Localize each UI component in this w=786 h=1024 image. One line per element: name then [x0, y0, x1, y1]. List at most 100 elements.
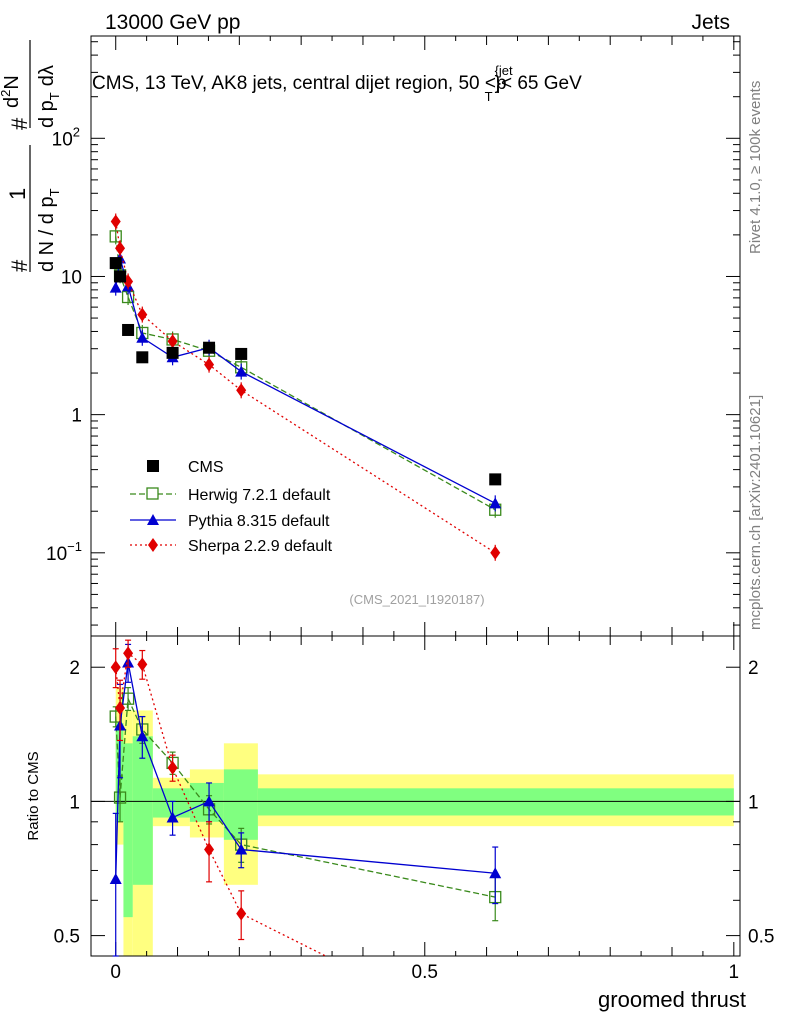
legend-sherpa-label: Sherpa 2.2.9 default [188, 538, 333, 555]
ratio-point-0-2 [121, 692, 135, 705]
band-green-1 [123, 743, 133, 918]
legend-cms-label: CMS [188, 459, 224, 476]
ylabel-den2: d pTdλ [36, 65, 62, 128]
main-point-1-3 [136, 331, 149, 343]
ratio-point-2-6 [236, 906, 247, 921]
main-ytick-label-0: 10−1 [46, 539, 82, 565]
main-line-0 [115, 236, 496, 511]
legend-cms-marker [147, 460, 159, 472]
plot-title-tail: }< 65 GeV [495, 73, 582, 94]
ylabel-den-sub: T [47, 188, 62, 196]
cms-point-6 [235, 347, 248, 360]
legend: CMS Herwig 7.2.1 default Pythia 8.315 de… [130, 459, 333, 555]
main-ytick-exp-3: 2 [73, 124, 80, 139]
ylabel-num: d2N [0, 75, 23, 108]
cms-point-4 [166, 346, 179, 359]
plot-title-sub: T [485, 89, 493, 104]
ratio-line-2 [115, 652, 328, 956]
main-ytick-exp-0: −1 [67, 539, 82, 554]
ratio-line-0 [115, 696, 496, 898]
plot-title-main: CMS, 13 TeV, AK8 jets, central dijet reg… [92, 73, 507, 94]
ratio-point-2-1 [115, 701, 126, 716]
ratio-point-1-3 [136, 730, 149, 742]
ratio-panel-frame [90, 635, 741, 957]
ratio-ytick-label-left-1: 1 [69, 792, 80, 813]
xtick-label-2: 1 [729, 962, 740, 983]
main-ytick-label-3: 102 [52, 124, 80, 150]
ratio-point-1-5 [203, 795, 216, 807]
xtick-label-0: 0 [110, 962, 121, 983]
ratio-ytick-label-right-1: 1 [748, 792, 759, 813]
cms-point-5 [203, 341, 216, 354]
legend-pythia-marker [147, 514, 159, 525]
ratio-ylabel: Ratio to CMS [25, 751, 42, 840]
ratio-line-1 [115, 662, 496, 879]
plot-title-sup: {jet [495, 63, 513, 78]
xtick-label-1: 0.5 [412, 962, 438, 983]
energy-label: 13000 GeV pp [105, 11, 240, 34]
ylabel-num-sup: 2 [0, 90, 13, 97]
main-ytick-base-3: 10 [52, 129, 73, 150]
main-point-2-7 [490, 545, 501, 560]
ylabel-one: 1 [5, 188, 30, 200]
ratio-ytick-label-right-2: 2 [748, 658, 759, 679]
cms-point-3 [136, 351, 149, 364]
ratio-point-2-5 [204, 842, 215, 857]
ratio-ytick-label-right-0: 0.5 [748, 927, 774, 948]
main-point-2-3 [137, 307, 148, 322]
ylabel-den2-tail: dλ [36, 65, 58, 86]
rivet-label: Rivet 4.1.0, ≥ 100k events [747, 81, 764, 254]
ylabel-hash1: # [7, 259, 32, 272]
main-point-1-7 [489, 497, 502, 509]
cms-point-0 [109, 257, 122, 270]
ratio-point-1-0 [109, 872, 122, 884]
ratio-point-0-1 [113, 791, 127, 804]
ratio-point-2-3 [137, 657, 148, 672]
ylabel-den2-text: d p [36, 100, 58, 128]
main-point-2-4 [167, 334, 178, 349]
legend-herwig-marker [146, 487, 159, 500]
ratio-axes: 0 0.5 1 0.5 0.5 1 1 2 2 [54, 636, 774, 983]
main-ytick-base-1: 1 [71, 406, 82, 427]
ratio-series [109, 639, 502, 957]
main-ytick-label-2: 10 [61, 267, 82, 288]
main-point-2-1 [115, 241, 126, 256]
cms-point-7 [489, 473, 502, 486]
legend-pythia-label: Pythia 8.315 default [188, 513, 330, 530]
category-label: Jets [691, 11, 730, 34]
cms-point-1 [114, 270, 127, 283]
ylabel-num-d: d [1, 97, 23, 108]
legend-herwig-label: Herwig 7.2.1 default [188, 487, 331, 504]
cms-point-2 [122, 323, 135, 336]
ylabel-hash2: # [7, 117, 32, 130]
main-ytick-label-1: 1 [71, 406, 82, 427]
mcplots-label: mcplots.cern.ch [arXiv:2401.10621] [747, 395, 764, 630]
ratio-ytick-label-left-0: 0.5 [54, 927, 80, 948]
main-point-2-6 [236, 383, 247, 398]
main-line-1 [115, 258, 496, 504]
main-point-2-0 [110, 214, 121, 229]
analysis-id: (CMS_2021_I1920187) [349, 592, 484, 607]
ylabel-den: d N / d pT [36, 188, 62, 272]
ratio-point-1-7 [489, 867, 502, 879]
plot-title: CMS, 13 TeV, AK8 jets, central dijet reg… [92, 63, 582, 104]
main-point-2-5 [204, 357, 215, 372]
ratio-point-2-2 [123, 646, 134, 661]
main-point-1-6 [235, 365, 248, 377]
ylabel-num-tail: N [1, 75, 23, 89]
main-point-1-0 [109, 281, 122, 293]
main-series [109, 213, 502, 561]
ratio-point-2-4 [167, 760, 178, 775]
ratio-point-1-4 [166, 811, 179, 823]
main-point-0-0 [109, 230, 122, 243]
ylabel-den2-sub: T [47, 92, 62, 100]
band-green-2 [132, 736, 153, 885]
ratio-point-2-0 [110, 660, 121, 675]
ratio-point-1-6 [235, 843, 248, 855]
ratio-ytick-label-left-2: 2 [69, 658, 80, 679]
main-ytick-base-2: 10 [61, 267, 82, 288]
main-ytick-base-0: 10 [46, 544, 67, 565]
main-ylabel: # 1 d N / d pT # d2N d pTdλ [0, 40, 62, 272]
